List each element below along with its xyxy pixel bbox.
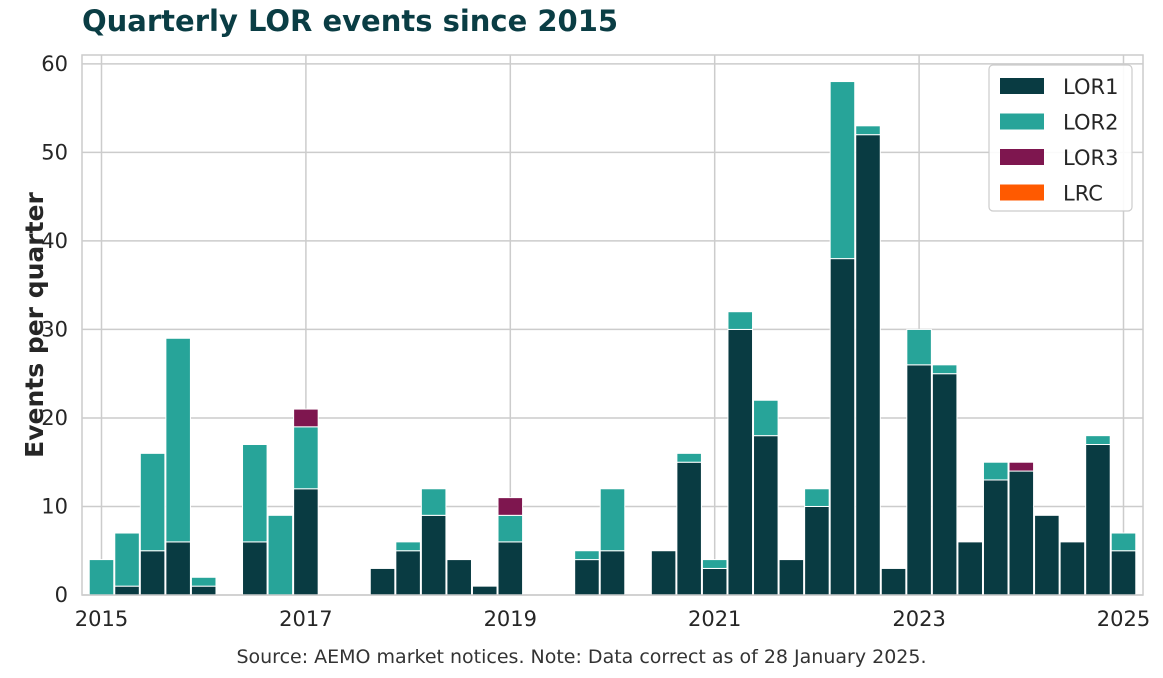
- bar-lor2-1: [114, 532, 140, 587]
- bars: [88, 81, 1137, 596]
- bar-lor1-12: [395, 550, 421, 596]
- y-axis-label: Events per quarter: [20, 191, 49, 457]
- bar-lor2-24: [701, 559, 728, 569]
- x-tick-label: 2021: [688, 607, 741, 631]
- bar-lor1-39: [1085, 444, 1111, 596]
- legend-label-lor2: LOR2: [1063, 111, 1118, 135]
- legend-swatch-lor3: [1000, 149, 1044, 165]
- legend-label-lor3: LOR3: [1063, 146, 1118, 170]
- bar-lor1-22: [650, 550, 677, 596]
- bar-lor1-37: [1034, 514, 1060, 596]
- bar-lor2-28: [804, 488, 830, 507]
- bar-lor2-26: [753, 399, 779, 437]
- x-tick-label: 2025: [1097, 607, 1150, 631]
- bar-lor1-19: [574, 559, 600, 596]
- x-tick-label: 2017: [279, 607, 332, 631]
- bar-lor2-33: [931, 364, 958, 375]
- bar-lor2-13: [420, 488, 447, 516]
- y-axis-ticks: 0 10 20 30 40 50 60: [41, 52, 68, 607]
- bar-lor1-38: [1059, 541, 1086, 596]
- bar-lor1-6: [242, 541, 268, 596]
- bar-lor2-29: [829, 81, 856, 260]
- bar-lor1-24: [701, 567, 728, 596]
- bar-lor2-40: [1110, 532, 1137, 552]
- y-tick-label: 0: [55, 583, 68, 607]
- bar-lor1-34: [957, 541, 983, 596]
- bar-lor1-3: [165, 541, 191, 596]
- y-tick-label: 40: [41, 229, 68, 253]
- bar-lor2-39: [1085, 435, 1111, 446]
- bar-lor3-36: [1008, 461, 1035, 472]
- bar-lor1-8: [293, 488, 319, 596]
- bar-lor2-25: [727, 311, 754, 330]
- source-note: Source: AEMO market notices. Note: Data …: [236, 646, 927, 668]
- bar-lor2-6: [242, 444, 268, 543]
- bar-lor1-31: [880, 567, 907, 596]
- bar-lor1-40: [1110, 550, 1137, 596]
- plot-frame: [81, 54, 1144, 596]
- bar-lor1-1: [114, 585, 140, 596]
- bar-lor2-8: [293, 426, 319, 490]
- legend-swatch-lor1: [1000, 78, 1044, 94]
- bar-lor2-16: [497, 514, 524, 543]
- x-tick-label: 2023: [892, 607, 945, 631]
- bar-lor1-33: [931, 373, 958, 596]
- bar-lor1-29: [829, 258, 856, 596]
- bar-lor1-28: [804, 505, 830, 596]
- bar-lor1-30: [855, 134, 881, 596]
- x-tick-label: 2015: [75, 607, 128, 631]
- y-tick-label: 20: [41, 406, 68, 430]
- x-axis-ticks: 2015 2017 2019 2021 2023 2025: [75, 607, 1150, 631]
- bar-lor1-27: [778, 559, 805, 596]
- bar-lor2-7: [267, 514, 294, 596]
- bar-lor1-11: [369, 567, 396, 596]
- bar-lor2-19: [574, 550, 600, 561]
- bar-lor3-8: [293, 408, 319, 428]
- bar-lor2-4: [190, 576, 217, 587]
- legend-label-lor1: LOR1: [1063, 75, 1118, 99]
- bar-lor1-15: [471, 585, 498, 596]
- legend-box: [988, 64, 1133, 212]
- bar-lor1-14: [446, 559, 472, 596]
- y-tick-label: 60: [41, 52, 68, 76]
- bar-lor1-20: [599, 550, 626, 596]
- bar-lor1-16: [497, 541, 524, 596]
- legend-label-lrc: LRC: [1063, 182, 1103, 206]
- bar-lor1-32: [906, 364, 932, 596]
- bar-lor2-0: [88, 559, 115, 596]
- bar-lor2-23: [676, 452, 702, 463]
- bar-lor1-23: [676, 461, 702, 596]
- bar-lor2-3: [165, 337, 191, 543]
- legend-swatch-lrc: [1000, 184, 1044, 201]
- bar-lor1-36: [1008, 470, 1035, 596]
- bar-lor2-35: [982, 461, 1009, 481]
- bar-lor1-25: [727, 328, 754, 596]
- bar-lor1-35: [982, 479, 1009, 596]
- x-tick-label: 2019: [484, 607, 537, 631]
- bar-lor2-30: [855, 125, 881, 136]
- bar-lor1-2: [139, 550, 166, 596]
- bar-lor3-16: [497, 497, 524, 516]
- y-tick-label: 30: [41, 317, 68, 341]
- bar-lor1-26: [753, 435, 779, 596]
- chart-title: Quarterly LOR events since 2015: [82, 4, 619, 38]
- y-tick-label: 10: [41, 494, 68, 518]
- legend-swatch-lor2: [1000, 113, 1044, 130]
- bar-lor1-13: [420, 514, 447, 596]
- legend: LOR1 LOR2 LOR3 LRC: [988, 64, 1133, 212]
- y-tick-label: 50: [41, 140, 68, 164]
- bar-lor2-12: [395, 541, 421, 552]
- bar-lor1-4: [190, 585, 217, 596]
- bar-lor2-20: [599, 488, 626, 552]
- bar-lor2-32: [906, 328, 932, 366]
- bar-lor2-2: [139, 452, 166, 552]
